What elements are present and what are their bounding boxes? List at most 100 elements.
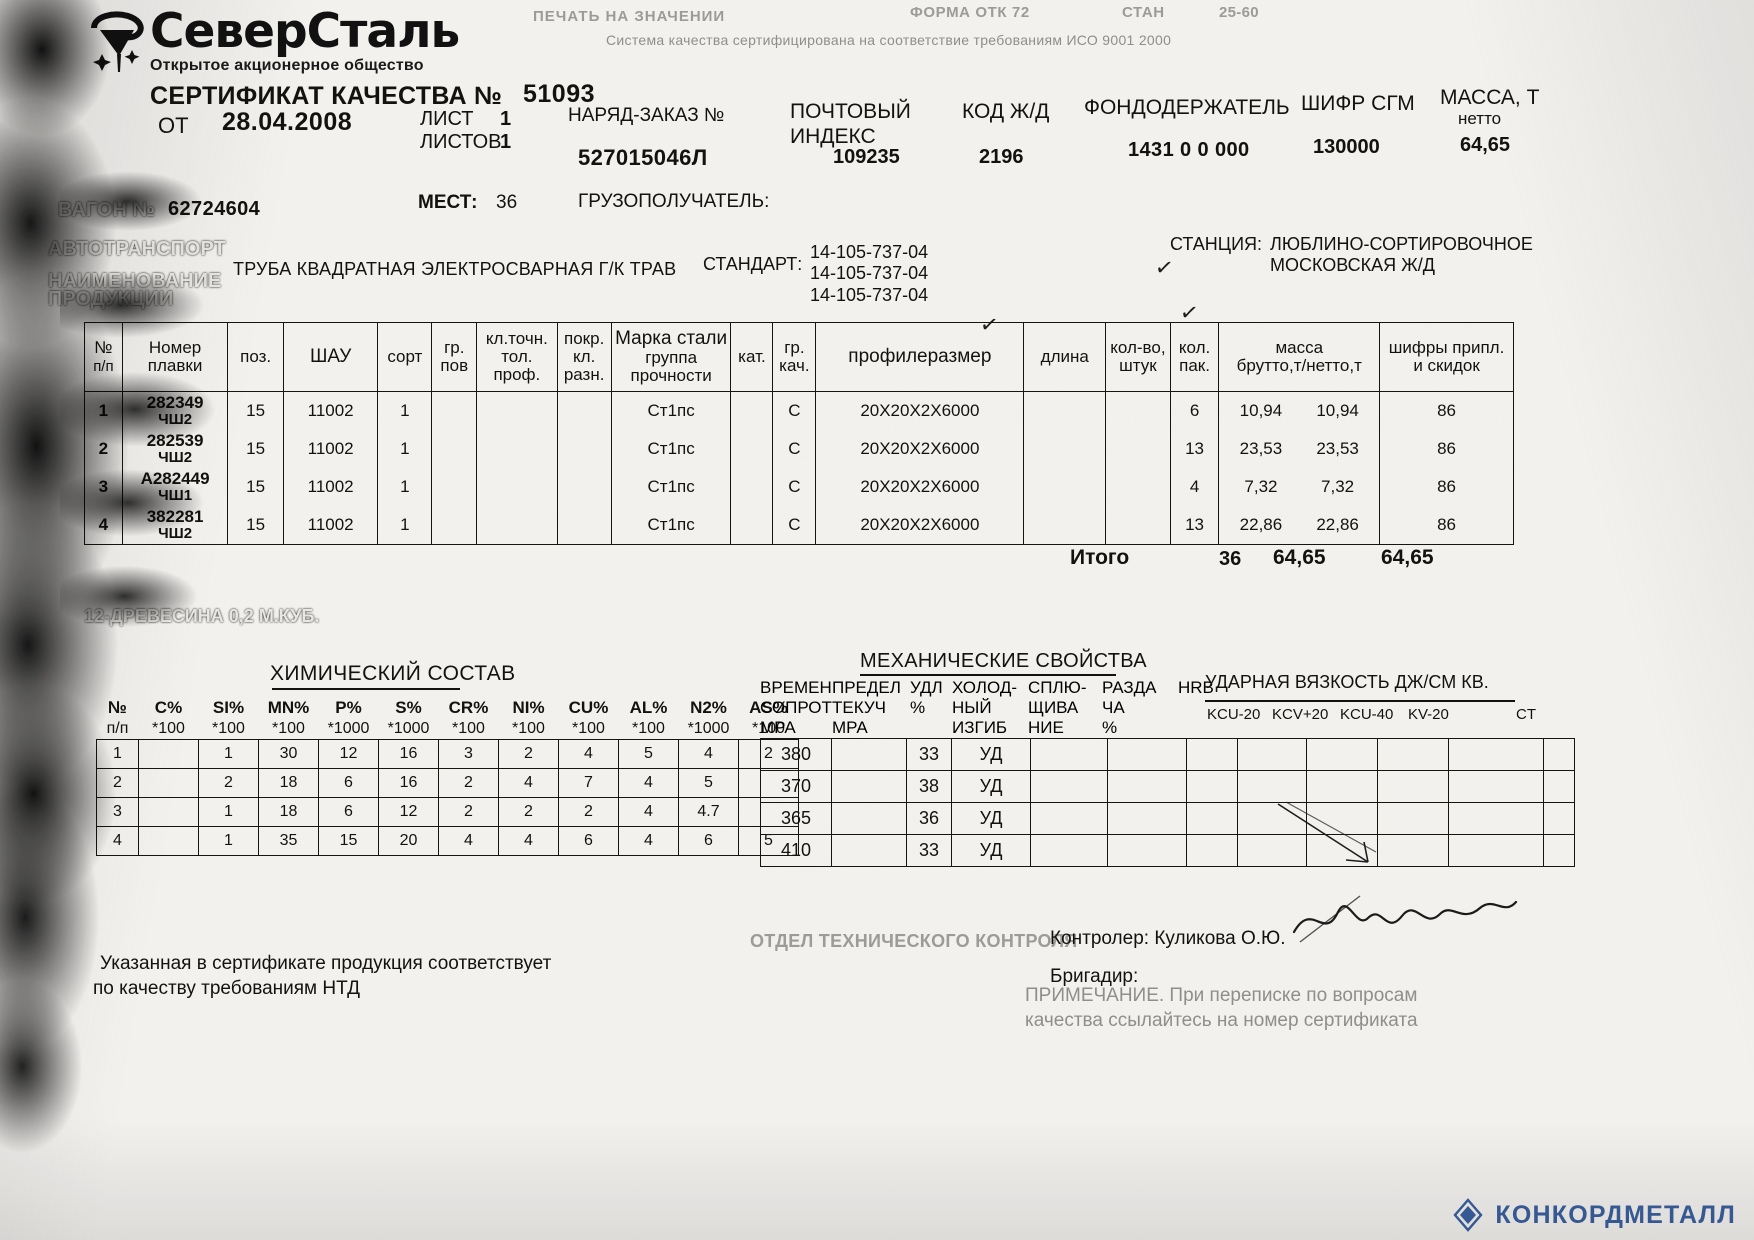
conformity-line2: по качеству требованиям НТД — [93, 978, 360, 999]
cell-massa: 22,86 22,86 — [1218, 506, 1381, 545]
certificate-title: СЕРТИФИКАТ КАЧЕСТВА № — [150, 82, 503, 110]
mech-cell — [1107, 770, 1187, 803]
mech-col-udl: УДЛ% — [910, 678, 943, 718]
cell-np: 1 — [84, 391, 123, 430]
cell-shau: 11002 — [282, 468, 379, 506]
chem-cell: 4.7 — [678, 797, 739, 827]
chem-mult-0: *100 — [152, 720, 185, 737]
mech-cell — [1377, 738, 1449, 771]
cell-pokr — [556, 506, 612, 545]
impact-toughness-title: УДАРНАЯ ВЯЗКОСТЬ ДЖ/СМ КВ. — [1205, 672, 1489, 692]
chem-cell: 4 — [438, 826, 499, 856]
wood-note: 12-ДРЕВЕСИНА 0,2 М.КУБ. — [84, 606, 320, 626]
mech-cell — [1543, 802, 1575, 835]
cell-profile: 20Х20Х2Х6000 — [815, 430, 1025, 468]
mech-col-predel: ПРЕДЕЛ ТЕКУЧ МРА — [832, 678, 901, 738]
chem-cell — [138, 768, 199, 798]
mech-cell — [1543, 738, 1575, 771]
cell-grpov — [431, 391, 478, 430]
sheet-label: ЛИСТ — [420, 108, 474, 130]
table-row: 1 282349 ЧШ2 15 11002 1 Ст1пс C 20Х20Х2Х6000 6 10,… — [84, 391, 1514, 430]
total-label: Итого — [1070, 546, 1130, 569]
chem-col-p: P% — [335, 698, 362, 717]
conformity-line1: Указанная в сертификате продукция соотве… — [100, 953, 552, 974]
mech-cell — [1030, 834, 1108, 867]
mechanical-properties-table: 380 33 УД 370 38 УД 365 36 УД 410 33 УД — [760, 738, 1575, 867]
cell-shifry: 86 — [1379, 468, 1514, 506]
chemical-composition-title: ХИМИЧЕСКИЙ СОСТАВ — [270, 662, 516, 685]
cell-marka: Ст1пс — [610, 506, 732, 545]
cell-poz: 15 — [227, 430, 284, 468]
company-legal-form: Открытое акционерное общество — [150, 57, 424, 74]
col-kolpak: кол. пак. — [1169, 322, 1220, 392]
mech-cell: 38 — [906, 770, 952, 803]
table-row: 4 382281 ЧШ2 15 11002 1 Ст1пс C 20Х20Х2Х6000 13 22… — [84, 506, 1514, 545]
chem-col-ni: NI% — [512, 698, 545, 717]
chem-cell: 1 — [198, 797, 259, 827]
cell-shau: 11002 — [282, 430, 379, 468]
chemical-composition-table: № C% SI% MN% P% S% CR% NI% CU% AL% N2% AS% п/п *100 *… — [96, 697, 799, 856]
mech-cell: 365 — [760, 802, 832, 835]
date-label: ОТ — [158, 113, 189, 138]
cell-shifry: 86 — [1379, 430, 1514, 468]
sgm-value: 130000 — [1313, 136, 1380, 158]
col-dlina: длина — [1023, 322, 1107, 392]
mech-cell — [1448, 834, 1544, 867]
wagon-label: ВАГОН № — [58, 199, 155, 221]
chem-cell: 2 — [498, 739, 559, 769]
mech-cell — [1186, 834, 1238, 867]
mech-cell: УД — [951, 834, 1031, 867]
mech-cell: УД — [951, 770, 1031, 803]
col-grkach: гр. кач. — [772, 322, 817, 392]
mech-cell — [1448, 802, 1544, 835]
mass-label: МАССА, Т — [1440, 86, 1540, 109]
cell-marka: Ст1пс — [610, 391, 732, 430]
chem-cell — [138, 797, 199, 827]
chem-cell: 6 — [318, 768, 379, 798]
mech-cell — [1107, 738, 1187, 771]
cell-profile: 20Х20Х2Х6000 — [815, 506, 1025, 545]
watermark: КОНКОРДМЕТАЛЛ — [1451, 1198, 1736, 1232]
cell-kolvo — [1105, 430, 1171, 468]
mech-cell — [1186, 802, 1238, 835]
chem-cell: 1 — [198, 826, 259, 856]
cell-shau: 11002 — [282, 506, 379, 545]
cell-dlina — [1023, 506, 1107, 545]
cell-grpov — [431, 430, 478, 468]
mech-cell — [1377, 770, 1449, 803]
cell-kat — [730, 468, 774, 506]
chem-col-c: C% — [154, 698, 183, 717]
mech-cell — [1306, 738, 1378, 771]
chem-cell — [138, 826, 199, 856]
chem-mult-4: *1000 — [387, 720, 430, 737]
wagon-value: 62724604 — [168, 198, 261, 220]
mech-cell — [1448, 738, 1544, 771]
chem-cell: 35 — [258, 826, 319, 856]
mill-value: 25-60 — [1219, 4, 1259, 21]
chem-cell: 4 — [618, 797, 679, 827]
station-line2: МОСКОВСКАЯ Ж/Д — [1270, 255, 1435, 275]
mech-col-vremen: ВРЕМЕН СОПРОТ МРА — [760, 678, 832, 738]
cell-kltoch — [476, 391, 558, 430]
cell-profile: 20Х20Х2Х6000 — [815, 391, 1025, 430]
impact-col-kcu-40: KCU-40 — [1340, 706, 1394, 723]
chem-cell: 12 — [318, 739, 379, 769]
cell-np: 3 — [84, 468, 123, 506]
mech-cell — [1237, 738, 1307, 771]
chem-cell: 4 — [678, 739, 739, 769]
chem-title-rule — [272, 688, 460, 690]
sheets-value: 1 — [500, 131, 512, 153]
mech-cell — [831, 770, 907, 803]
total-netto: 64,65 — [1381, 546, 1434, 569]
places-label: МЕСТ: — [418, 192, 478, 213]
cell-heat: 282349 ЧШ2 — [121, 391, 229, 430]
mech-cell: УД — [951, 802, 1031, 835]
mech-cell — [1186, 738, 1238, 771]
note-line1: ПРИМЕЧАНИЕ. При переписке по вопросам — [1025, 985, 1418, 1006]
places-value: 36 — [496, 192, 518, 213]
standard-label: СТАНДАРТ: — [703, 254, 803, 274]
mech-title-rule — [860, 674, 1116, 676]
cell-grpov — [431, 468, 478, 506]
impact-col-ct: CT — [1516, 706, 1536, 723]
cell-heat: 382281 ЧШ2 — [121, 506, 229, 545]
